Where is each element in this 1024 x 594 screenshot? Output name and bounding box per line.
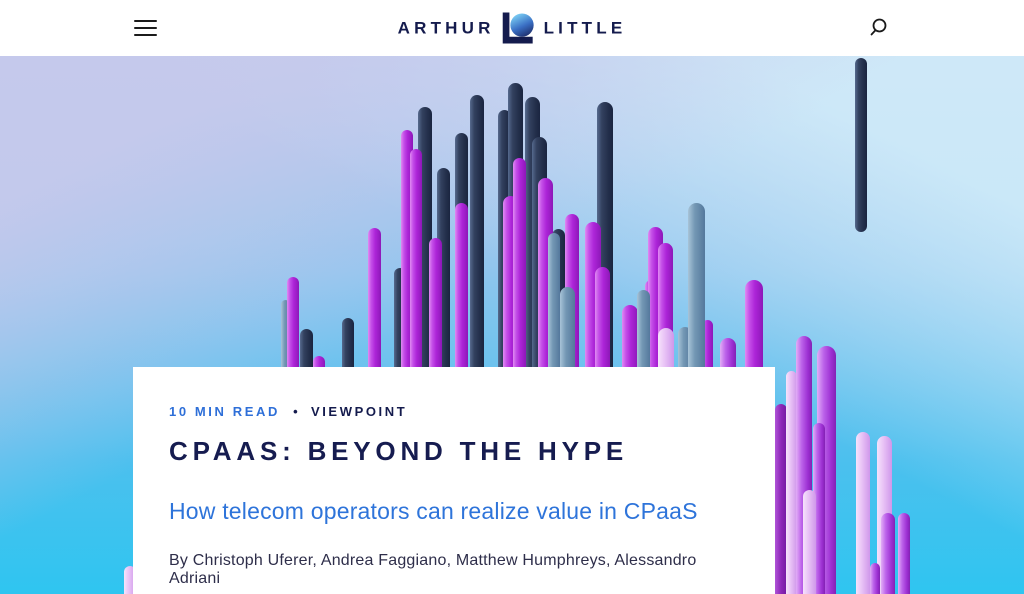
article-subtitle: How telecom operators can realize value …: [169, 498, 698, 525]
search-button[interactable]: [866, 16, 890, 40]
adl-d-mark-icon: [502, 12, 534, 44]
article-meta: 10 MIN READ • VIEWPOINT: [169, 405, 735, 418]
read-time: 10 MIN READ: [169, 404, 280, 419]
logo-word-right: LITTLE: [543, 18, 627, 38]
hero-bar: [775, 404, 787, 594]
hero-bar: [856, 432, 870, 594]
hero-bar: [803, 490, 816, 594]
separator-dot: •: [293, 404, 298, 419]
hero-bar: [898, 513, 910, 594]
article-byline: By Christoph Uferer, Andrea Faggiano, Ma…: [169, 552, 697, 588]
hero-bar: [870, 563, 880, 594]
hero-bar: [786, 371, 797, 594]
hero-bar: [855, 58, 867, 232]
article-card: 10 MIN READ • VIEWPOINT CPAAS: BEYOND TH…: [133, 367, 775, 594]
article-title: CPAAS: BEYOND THE HYPE: [169, 436, 629, 466]
top-nav: ARTHUR LITTLE: [0, 0, 1024, 56]
logo-word-left: ARTHUR: [397, 18, 495, 38]
hero-bar: [881, 513, 895, 594]
search-icon: [870, 18, 887, 36]
hero-bar: [813, 423, 825, 594]
arthur-d-little-logo[interactable]: ARTHUR LITTLE: [397, 12, 627, 44]
category-label: VIEWPOINT: [310, 404, 408, 419]
menu-icon[interactable]: [134, 19, 157, 37]
hero-image: 10 MIN READ • VIEWPOINT CPAAS: BEYOND TH…: [0, 56, 1024, 594]
